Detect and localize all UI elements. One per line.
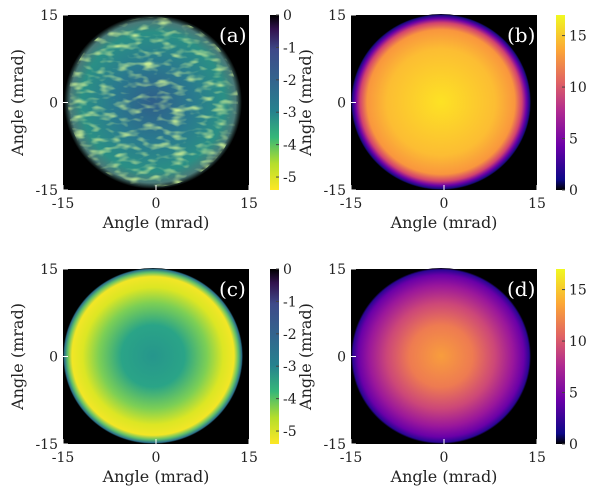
colorbar-tick-label: -4: [283, 392, 297, 408]
y-axis-label: Angle (mrad): [8, 303, 27, 411]
x-tick-label: -15: [52, 450, 75, 466]
y-tick-label: 15: [328, 262, 346, 278]
intensity-disk: [63, 268, 243, 444]
colorbar-tick-label: -5: [283, 424, 297, 440]
y-tick-label: 0: [337, 350, 346, 366]
x-tick-label: -15: [340, 450, 363, 466]
axes-1: -15 0 15 15 0 -15 Angle (mrad) Angle (mrad) (a) 0…: [8, 8, 297, 232]
y-tick-label: -15: [35, 437, 58, 453]
colorbar: 15 10 5 0: [556, 15, 587, 199]
colorbar: 0 -1 -2 -3 -4 -5: [270, 8, 297, 190]
colorbar-tick-label: -2: [283, 73, 297, 89]
colorbar-gradient: [270, 15, 279, 190]
y-axis-label: Angle (mrad): [296, 49, 315, 157]
x-tick-label: 0: [152, 450, 161, 466]
x-tick-label: 15: [528, 196, 546, 212]
colorbar-tick-label: -3: [283, 105, 297, 121]
colorbar-tick-label: 10: [569, 334, 587, 350]
x-tick-label: -15: [52, 196, 75, 212]
speckle-texture: [68, 17, 238, 187]
colorbar-tick-label: 0: [569, 437, 578, 453]
panel-label: (d): [507, 277, 535, 301]
axes-2: -15 0 15 15 0 -15 Angle (mrad) Angle (mrad) (b) 1…: [296, 8, 587, 232]
colorbar: 0 -1 -2 -3 -4 -5: [270, 262, 297, 444]
panel-a: [63, 15, 249, 190]
panel-label: (c): [219, 277, 246, 301]
y-tick-label: 15: [328, 8, 346, 24]
panel-label: (b): [507, 23, 535, 47]
panel-b: [351, 14, 537, 190]
colorbar-tick-label: 10: [569, 80, 587, 96]
colorbar-tick-label: 15: [569, 283, 587, 299]
x-tick-label: 15: [240, 450, 258, 466]
intensity-disk: [351, 14, 531, 190]
colorbar-gradient: [556, 15, 565, 190]
y-tick-label: 15: [40, 262, 58, 278]
colorbar-tick-label: 5: [569, 386, 578, 402]
x-axis-label: Angle (mrad): [102, 467, 210, 486]
x-axis-label: Angle (mrad): [390, 213, 498, 232]
y-tick-label: 15: [40, 8, 58, 24]
colorbar-tick-label: 0: [569, 183, 578, 199]
panel-c: [63, 268, 249, 444]
x-tick-label: 15: [240, 196, 258, 212]
x-tick-label: -15: [340, 196, 363, 212]
colorbar-tick-label: -3: [283, 359, 297, 375]
colorbar-gradient: [556, 269, 565, 444]
y-tick-label: 0: [49, 350, 58, 366]
axes-4: -15 0 15 15 0 -15 Angle (mrad) Angle (mrad) (d) 1…: [296, 262, 587, 486]
x-axis-label: Angle (mrad): [102, 213, 210, 232]
colorbar-tick-label: -1: [283, 294, 297, 310]
y-tick-label: 0: [337, 96, 346, 112]
intensity-disk: [351, 268, 531, 444]
x-tick-label: 0: [440, 196, 449, 212]
colorbar-tick-label: -2: [283, 327, 297, 343]
y-tick-label: 0: [49, 96, 58, 112]
x-tick-label: 15: [528, 450, 546, 466]
colorbar-tick-label: 0: [283, 8, 292, 24]
x-tick-label: 0: [152, 196, 161, 212]
colorbar-tick-label: -4: [283, 138, 297, 154]
y-tick-label: -15: [35, 183, 58, 199]
panel-label: (a): [219, 23, 247, 47]
y-tick-label: -15: [323, 437, 346, 453]
colorbar-tick-label: -5: [283, 170, 297, 186]
x-axis-label: Angle (mrad): [390, 467, 498, 486]
y-tick-label: -15: [323, 183, 346, 199]
axes-3: -15 0 15 15 0 -15 Angle (mrad) Angle (mrad) (c) 0…: [8, 262, 297, 486]
panel-d: [351, 268, 537, 444]
colorbar-tick-label: 5: [569, 132, 578, 148]
colorbar-tick-label: 15: [569, 29, 587, 45]
colorbar-gradient: [270, 269, 279, 444]
colorbar-tick-label: -1: [283, 40, 297, 56]
x-tick-label: 0: [440, 450, 449, 466]
colorbar: 15 10 5 0: [556, 269, 587, 453]
y-axis-label: Angle (mrad): [296, 303, 315, 411]
colorbar-tick-label: 0: [283, 262, 292, 278]
y-axis-label: Angle (mrad): [8, 49, 27, 157]
